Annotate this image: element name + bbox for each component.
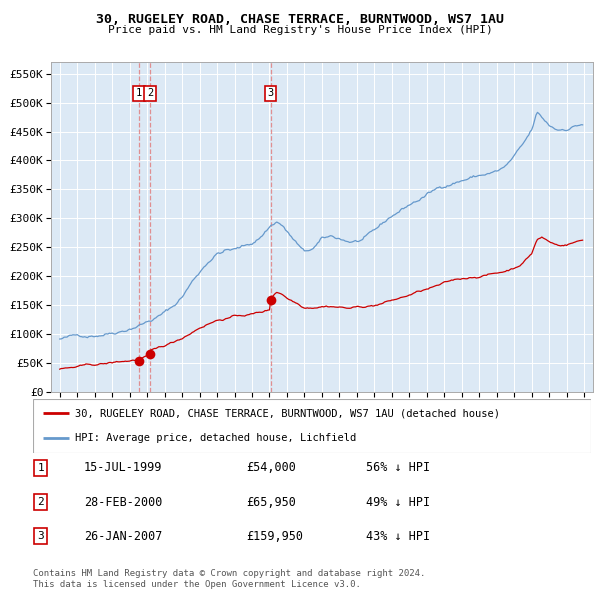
- Text: 2: 2: [147, 88, 153, 99]
- Text: 1: 1: [37, 463, 44, 473]
- Text: 2: 2: [37, 497, 44, 507]
- Text: 56% ↓ HPI: 56% ↓ HPI: [366, 461, 430, 474]
- Text: 15-JUL-1999: 15-JUL-1999: [84, 461, 163, 474]
- Text: 28-FEB-2000: 28-FEB-2000: [84, 496, 163, 509]
- Text: £65,950: £65,950: [246, 496, 296, 509]
- Text: 3: 3: [37, 532, 44, 541]
- Text: Price paid vs. HM Land Registry's House Price Index (HPI): Price paid vs. HM Land Registry's House …: [107, 25, 493, 35]
- Text: 1: 1: [136, 88, 142, 99]
- Text: £159,950: £159,950: [246, 530, 303, 543]
- Text: 3: 3: [268, 88, 274, 99]
- Text: £54,000: £54,000: [246, 461, 296, 474]
- Text: 49% ↓ HPI: 49% ↓ HPI: [366, 496, 430, 509]
- Text: 43% ↓ HPI: 43% ↓ HPI: [366, 530, 430, 543]
- Text: 26-JAN-2007: 26-JAN-2007: [84, 530, 163, 543]
- Text: Contains HM Land Registry data © Crown copyright and database right 2024.
This d: Contains HM Land Registry data © Crown c…: [33, 569, 425, 589]
- Text: 30, RUGELEY ROAD, CHASE TERRACE, BURNTWOOD, WS7 1AU: 30, RUGELEY ROAD, CHASE TERRACE, BURNTWO…: [96, 13, 504, 26]
- Text: HPI: Average price, detached house, Lichfield: HPI: Average price, detached house, Lich…: [75, 434, 356, 444]
- Text: 30, RUGELEY ROAD, CHASE TERRACE, BURNTWOOD, WS7 1AU (detached house): 30, RUGELEY ROAD, CHASE TERRACE, BURNTWO…: [75, 408, 500, 418]
